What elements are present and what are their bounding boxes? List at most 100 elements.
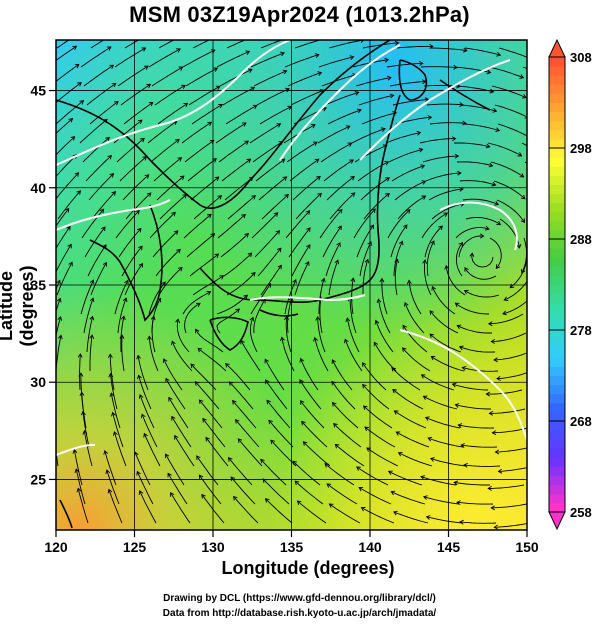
streamline-arrowhead — [266, 399, 271, 405]
streamline-arrowhead — [310, 124, 316, 129]
streamline-arrowhead — [349, 55, 355, 61]
streamline — [256, 88, 290, 106]
streamline — [56, 262, 73, 296]
streamline-arrowhead — [280, 51, 285, 57]
streamline — [329, 192, 356, 220]
streamline-arrowhead — [265, 379, 270, 385]
streamline — [391, 367, 421, 391]
streamline — [454, 481, 490, 486]
streamline — [425, 172, 461, 182]
streamline — [295, 193, 322, 220]
streamline — [423, 395, 458, 410]
streamline — [181, 121, 212, 144]
streamline-arrowhead — [76, 190, 81, 195]
plot-area — [48, 40, 545, 530]
streamline-arrowhead — [345, 125, 351, 130]
streamline — [292, 176, 321, 201]
streamline-arrowhead — [164, 453, 170, 459]
streamline — [259, 106, 292, 125]
streamline-arrowhead — [198, 399, 204, 404]
streamline — [324, 91, 359, 106]
streamline — [358, 487, 392, 505]
streamline-arrowhead — [177, 157, 183, 162]
credit-data: Data from http://database.rish.kyoto-u.a… — [162, 608, 437, 619]
streamline — [195, 381, 220, 410]
streamline-arrowhead — [230, 476, 236, 482]
streamline — [186, 233, 215, 258]
streamline — [235, 419, 260, 448]
colorbar-band — [549, 157, 565, 167]
streamline-arrowhead — [241, 213, 246, 219]
colorbar-band — [549, 375, 565, 386]
colorbar-band — [549, 348, 565, 358]
streamline-arrowhead — [135, 209, 140, 215]
streamline-arrowhead — [529, 56, 533, 60]
streamline — [390, 224, 408, 258]
streamline — [158, 267, 183, 296]
streamline-arrowhead — [214, 176, 220, 181]
streamline-arrowhead — [463, 462, 468, 468]
streamline — [262, 478, 290, 505]
x-tick-label: 120 — [44, 539, 68, 555]
streamline — [455, 302, 490, 315]
streamline-arrowhead — [194, 381, 200, 386]
streamline-arrowhead — [76, 487, 82, 493]
streamline-arrowhead — [496, 51, 502, 57]
streamline — [357, 161, 389, 182]
streamline — [455, 242, 463, 277]
streamline-arrowhead — [296, 500, 302, 506]
colorbar-band — [549, 293, 565, 304]
streamline — [493, 180, 526, 200]
streamline — [331, 359, 353, 391]
streamline — [165, 378, 186, 410]
streamline-arrowhead — [282, 69, 288, 75]
streamline-arrowhead — [502, 310, 507, 316]
streamline — [124, 263, 143, 296]
streamline-arrowhead — [419, 61, 424, 66]
streamline-arrowhead — [429, 43, 434, 49]
streamline-arrowhead — [57, 334, 63, 340]
streamline — [192, 275, 224, 296]
streamline-arrowhead — [385, 177, 390, 182]
streamline — [153, 157, 182, 182]
streamline-arrowhead — [305, 210, 311, 215]
streamline-arrowhead — [146, 83, 152, 89]
streamline — [431, 356, 465, 372]
streamline — [252, 141, 283, 163]
colorbar-band — [549, 302, 565, 313]
streamline-arrowhead — [78, 372, 84, 377]
streamline-arrowhead — [541, 250, 545, 254]
streamline — [366, 447, 399, 467]
streamline-arrowhead — [347, 142, 353, 147]
streamline-arrowhead — [524, 114, 527, 119]
streamline-arrowhead — [317, 192, 322, 198]
streamline-arrowhead — [66, 225, 71, 231]
streamline-arrowhead — [210, 49, 216, 54]
streamline-arrowhead — [457, 423, 463, 428]
streamline-arrowhead — [48, 373, 52, 377]
colorbar-band — [549, 220, 565, 231]
streamline-arrowhead — [277, 247, 282, 253]
streamline-arrowhead — [167, 472, 172, 478]
streamline-arrowhead — [207, 121, 213, 126]
streamline-arrowhead — [108, 372, 114, 378]
x-tick-label: 145 — [437, 539, 461, 555]
streamline — [286, 141, 318, 163]
colorbar-band — [549, 211, 565, 222]
streamline — [260, 458, 287, 486]
streamline — [221, 158, 251, 182]
y-axis-label: Latitude (degrees) — [0, 265, 37, 347]
streamline-arrowhead — [190, 363, 195, 369]
streamline-arrowhead — [489, 88, 495, 94]
streamline — [494, 352, 527, 361]
streamline — [152, 230, 179, 258]
streamline — [394, 180, 426, 201]
streamline — [191, 104, 223, 125]
streamline-arrowhead — [393, 410, 399, 415]
streamline-arrowhead — [371, 208, 376, 213]
streamline — [117, 297, 127, 334]
y-axis-ticks: 25 30 35 40 45 — [30, 83, 56, 487]
streamline-arrowhead — [201, 493, 206, 499]
streamline-arrowhead — [337, 225, 342, 231]
